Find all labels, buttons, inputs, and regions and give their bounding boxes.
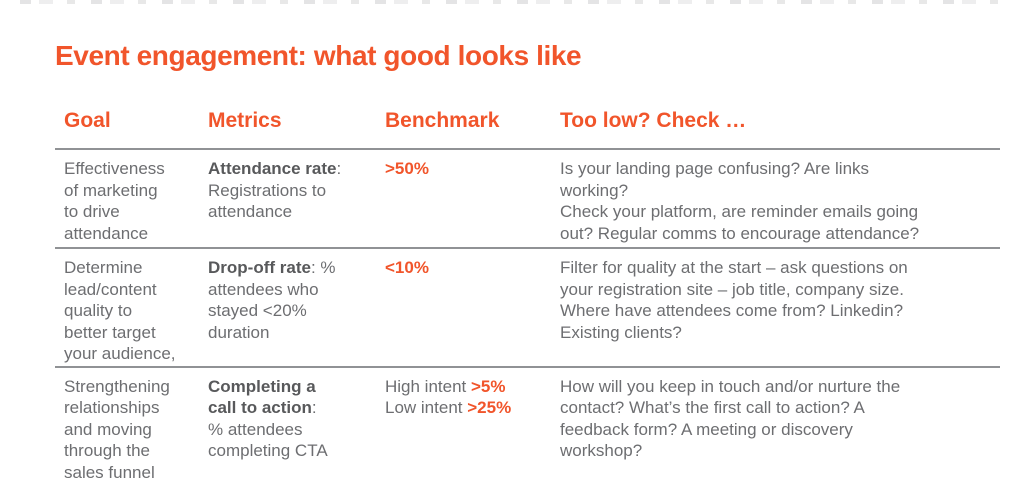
metric-description: : Registrations to attendance — [208, 159, 342, 221]
column-header-metrics: Metrics — [208, 106, 385, 150]
benchmark-label: High intent — [385, 376, 471, 396]
benchmark-line: <10% — [385, 257, 560, 279]
benchmark-value: >25% — [467, 398, 512, 417]
check-cell: How will you keep in touch and/or nurtur… — [560, 376, 901, 461]
metric-name: Drop-off rate — [208, 258, 311, 277]
benchmark-value: >50% — [385, 159, 429, 178]
slide-title: Event engagement: what good looks like — [55, 39, 582, 71]
column-header-too-low-check: Too low? Check … — [560, 106, 1000, 150]
benchmark-value: <10% — [385, 258, 429, 277]
benchmark-cell: <10% — [385, 249, 560, 368]
benchmark-label: Low intent — [385, 398, 468, 417]
check-cell: Filter for quality at the start – ask qu… — [560, 249, 1000, 368]
benchmark-line: >50% — [385, 158, 560, 180]
metric-description: : % attendees completing CTA — [208, 398, 328, 460]
benchmark-value: >5% — [471, 376, 506, 396]
benchmark-cell: High intent >5% Low intent >25% — [385, 368, 560, 484]
benchmark-line: Low intent >25% — [385, 397, 560, 419]
column-header-benchmark: Benchmark — [385, 106, 560, 150]
metric-name: Attendance rate — [208, 159, 337, 178]
goal-cell: Effectiveness of marketing to drive atte… — [55, 150, 208, 249]
metrics-cell: Attendance rate: Registrations to attend… — [208, 150, 385, 249]
top-edge-crop-artifact — [20, 0, 1014, 4]
goal-cell: Determine lead/content quality to better… — [55, 249, 208, 368]
metric-description: : % attendees who stayed <20% duration — [208, 258, 336, 342]
metric-name: Completing a call to action — [208, 376, 316, 418]
column-header-goal: Goal — [55, 106, 208, 150]
benchmark-cell: >50% — [385, 150, 560, 249]
metrics-cell: Completing a call to action: % attendees… — [208, 368, 385, 484]
check-cell: Is your landing page confusing? Are link… — [560, 150, 1000, 249]
goal-cell: Strengthening relationships and moving t… — [64, 376, 170, 482]
benchmark-table: Goal Metrics Benchmark Too low? Check … … — [55, 106, 1000, 483]
metrics-cell: Drop-off rate: % attendees who stayed <2… — [208, 249, 385, 368]
benchmark-line: High intent >5% — [385, 376, 560, 398]
